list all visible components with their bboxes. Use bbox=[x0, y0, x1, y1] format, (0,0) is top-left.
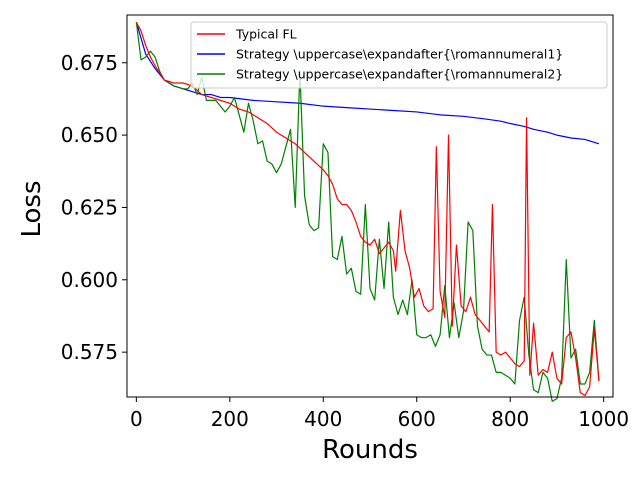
y-axis-label: Loss bbox=[17, 180, 47, 237]
y-tick-label: 0.625 bbox=[61, 195, 118, 219]
x-tick-label: 200 bbox=[211, 407, 249, 431]
legend-box bbox=[190, 21, 608, 89]
x-tick-label: 400 bbox=[304, 407, 342, 431]
y-tick-label: 0.675 bbox=[61, 51, 118, 75]
y-tick-label: 0.600 bbox=[61, 268, 118, 292]
plot-frame bbox=[126, 14, 614, 398]
y-axis-ticks: 0.575 0.600 0.625 0.650 0.675 bbox=[61, 51, 127, 364]
x-axis-ticks: 0 200 400 600 800 1000 bbox=[130, 397, 629, 431]
series-layer bbox=[135, 21, 600, 402]
legend-label: Strategy \uppercase\expandafter{\romannu… bbox=[236, 67, 563, 82]
x-tick-label: 1000 bbox=[578, 407, 629, 431]
y-tick-label: 0.575 bbox=[61, 340, 118, 364]
x-tick-label: 800 bbox=[491, 407, 529, 431]
legend-label: Strategy \uppercase\expandafter{\romannu… bbox=[236, 47, 563, 62]
x-tick-label: 600 bbox=[398, 407, 436, 431]
legend: Typical FL Strategy \uppercase\expandafte… bbox=[190, 21, 608, 89]
series-line-1 bbox=[135, 21, 600, 397]
legend-label: Typical FL bbox=[235, 27, 297, 42]
y-tick-label: 0.650 bbox=[61, 123, 118, 147]
x-tick-label: 0 bbox=[130, 407, 143, 431]
x-axis-label: Rounds bbox=[322, 435, 418, 465]
